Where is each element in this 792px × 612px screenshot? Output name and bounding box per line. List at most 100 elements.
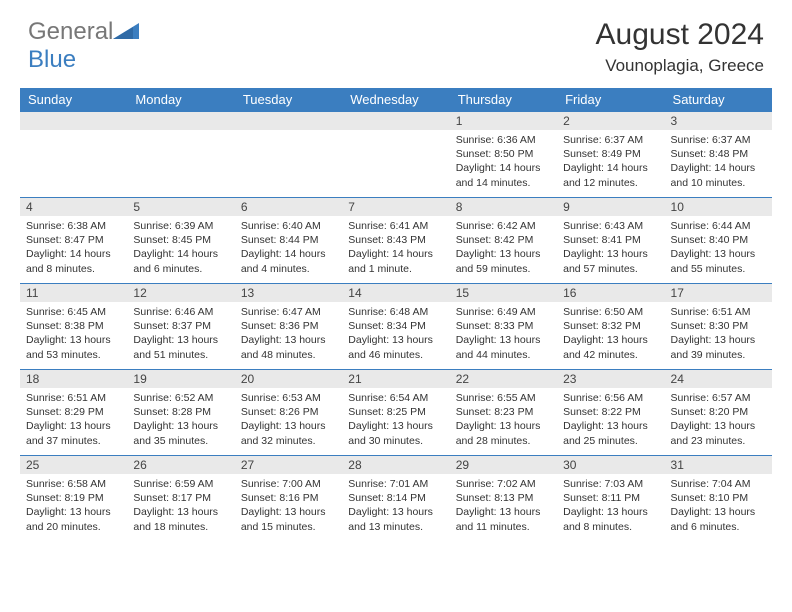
calendar-table: SundayMondayTuesdayWednesdayThursdayFrid… — [20, 88, 772, 542]
day-number: 29 — [450, 456, 557, 474]
calendar-day-cell: 1Sunrise: 6:36 AMSunset: 8:50 PMDaylight… — [450, 112, 557, 198]
day-number-bar — [127, 112, 234, 130]
day-number: 3 — [665, 112, 772, 130]
calendar-day-cell: 19Sunrise: 6:52 AMSunset: 8:28 PMDayligh… — [127, 370, 234, 456]
calendar-day-cell: 22Sunrise: 6:55 AMSunset: 8:23 PMDayligh… — [450, 370, 557, 456]
sunrise-line: Sunrise: 6:51 AM — [26, 391, 121, 405]
daylight-line: Daylight: 13 hours and 35 minutes. — [133, 419, 228, 447]
calendar-day-cell: 25Sunrise: 6:58 AMSunset: 8:19 PMDayligh… — [20, 456, 127, 542]
calendar-day-cell: 24Sunrise: 6:57 AMSunset: 8:20 PMDayligh… — [665, 370, 772, 456]
calendar-day-cell: 13Sunrise: 6:47 AMSunset: 8:36 PMDayligh… — [235, 284, 342, 370]
brand-logo: GeneralBlue — [28, 18, 139, 74]
daylight-line: Daylight: 13 hours and 23 minutes. — [671, 419, 766, 447]
daylight-line: Daylight: 13 hours and 59 minutes. — [456, 247, 551, 275]
sunrise-line: Sunrise: 6:53 AM — [241, 391, 336, 405]
daylight-line: Daylight: 13 hours and 39 minutes. — [671, 333, 766, 361]
daylight-line: Daylight: 14 hours and 8 minutes. — [26, 247, 121, 275]
sunrise-line: Sunrise: 6:54 AM — [348, 391, 443, 405]
day-details: Sunrise: 6:42 AMSunset: 8:42 PMDaylight:… — [450, 216, 557, 281]
sunset-line: Sunset: 8:23 PM — [456, 405, 551, 419]
daylight-line: Daylight: 14 hours and 4 minutes. — [241, 247, 336, 275]
day-details: Sunrise: 6:49 AMSunset: 8:33 PMDaylight:… — [450, 302, 557, 367]
daylight-line: Daylight: 13 hours and 42 minutes. — [563, 333, 658, 361]
sunrise-line: Sunrise: 6:56 AM — [563, 391, 658, 405]
calendar-day-cell: 3Sunrise: 6:37 AMSunset: 8:48 PMDaylight… — [665, 112, 772, 198]
sunset-line: Sunset: 8:44 PM — [241, 233, 336, 247]
day-number: 25 — [20, 456, 127, 474]
day-details: Sunrise: 6:51 AMSunset: 8:30 PMDaylight:… — [665, 302, 772, 367]
day-number: 1 — [450, 112, 557, 130]
sunrise-line: Sunrise: 6:59 AM — [133, 477, 228, 491]
sunset-line: Sunset: 8:45 PM — [133, 233, 228, 247]
daylight-line: Daylight: 13 hours and 30 minutes. — [348, 419, 443, 447]
sunset-line: Sunset: 8:25 PM — [348, 405, 443, 419]
daylight-line: Daylight: 13 hours and 57 minutes. — [563, 247, 658, 275]
day-number: 15 — [450, 284, 557, 302]
calendar-day-cell: 4Sunrise: 6:38 AMSunset: 8:47 PMDaylight… — [20, 198, 127, 284]
sunset-line: Sunset: 8:28 PM — [133, 405, 228, 419]
calendar-day-cell: 31Sunrise: 7:04 AMSunset: 8:10 PMDayligh… — [665, 456, 772, 542]
sunset-line: Sunset: 8:34 PM — [348, 319, 443, 333]
sunset-line: Sunset: 8:38 PM — [26, 319, 121, 333]
daylight-line: Daylight: 13 hours and 18 minutes. — [133, 505, 228, 533]
sunrise-line: Sunrise: 6:48 AM — [348, 305, 443, 319]
calendar-day-cell: 6Sunrise: 6:40 AMSunset: 8:44 PMDaylight… — [235, 198, 342, 284]
day-number: 27 — [235, 456, 342, 474]
sunrise-line: Sunrise: 7:04 AM — [671, 477, 766, 491]
day-details: Sunrise: 6:53 AMSunset: 8:26 PMDaylight:… — [235, 388, 342, 453]
brand-triangle-icon — [113, 18, 139, 46]
day-details: Sunrise: 7:00 AMSunset: 8:16 PMDaylight:… — [235, 474, 342, 539]
sunrise-line: Sunrise: 6:36 AM — [456, 133, 551, 147]
daylight-line: Daylight: 13 hours and 13 minutes. — [348, 505, 443, 533]
daylight-line: Daylight: 13 hours and 25 minutes. — [563, 419, 658, 447]
calendar-day-cell — [20, 112, 127, 198]
calendar-day-cell — [235, 112, 342, 198]
daylight-line: Daylight: 13 hours and 6 minutes. — [671, 505, 766, 533]
sunrise-line: Sunrise: 7:01 AM — [348, 477, 443, 491]
calendar-week-row: 18Sunrise: 6:51 AMSunset: 8:29 PMDayligh… — [20, 370, 772, 456]
sunrise-line: Sunrise: 6:43 AM — [563, 219, 658, 233]
sunset-line: Sunset: 8:20 PM — [671, 405, 766, 419]
day-details: Sunrise: 7:03 AMSunset: 8:11 PMDaylight:… — [557, 474, 664, 539]
sunrise-line: Sunrise: 6:57 AM — [671, 391, 766, 405]
calendar-day-cell: 14Sunrise: 6:48 AMSunset: 8:34 PMDayligh… — [342, 284, 449, 370]
sunset-line: Sunset: 8:30 PM — [671, 319, 766, 333]
daylight-line: Daylight: 14 hours and 14 minutes. — [456, 161, 551, 189]
day-details: Sunrise: 6:43 AMSunset: 8:41 PMDaylight:… — [557, 216, 664, 281]
calendar-week-row: 25Sunrise: 6:58 AMSunset: 8:19 PMDayligh… — [20, 456, 772, 542]
calendar-day-cell: 5Sunrise: 6:39 AMSunset: 8:45 PMDaylight… — [127, 198, 234, 284]
day-number: 26 — [127, 456, 234, 474]
title-block: August 2024 Vounoplagia, Greece — [596, 18, 764, 76]
calendar-day-cell: 9Sunrise: 6:43 AMSunset: 8:41 PMDaylight… — [557, 198, 664, 284]
calendar-day-cell: 16Sunrise: 6:50 AMSunset: 8:32 PMDayligh… — [557, 284, 664, 370]
day-details: Sunrise: 6:36 AMSunset: 8:50 PMDaylight:… — [450, 130, 557, 195]
day-details: Sunrise: 6:38 AMSunset: 8:47 PMDaylight:… — [20, 216, 127, 281]
daylight-line: Daylight: 13 hours and 8 minutes. — [563, 505, 658, 533]
calendar-day-cell: 27Sunrise: 7:00 AMSunset: 8:16 PMDayligh… — [235, 456, 342, 542]
day-number: 14 — [342, 284, 449, 302]
sunset-line: Sunset: 8:43 PM — [348, 233, 443, 247]
sunrise-line: Sunrise: 6:49 AM — [456, 305, 551, 319]
calendar-day-cell: 20Sunrise: 6:53 AMSunset: 8:26 PMDayligh… — [235, 370, 342, 456]
day-details: Sunrise: 6:40 AMSunset: 8:44 PMDaylight:… — [235, 216, 342, 281]
sunset-line: Sunset: 8:32 PM — [563, 319, 658, 333]
sunrise-line: Sunrise: 6:52 AM — [133, 391, 228, 405]
day-number: 31 — [665, 456, 772, 474]
weekday-header: Thursday — [450, 88, 557, 112]
weekday-header: Saturday — [665, 88, 772, 112]
calendar-day-cell: 30Sunrise: 7:03 AMSunset: 8:11 PMDayligh… — [557, 456, 664, 542]
month-title: August 2024 — [596, 18, 764, 52]
calendar-day-cell: 28Sunrise: 7:01 AMSunset: 8:14 PMDayligh… — [342, 456, 449, 542]
sunset-line: Sunset: 8:19 PM — [26, 491, 121, 505]
day-details: Sunrise: 6:46 AMSunset: 8:37 PMDaylight:… — [127, 302, 234, 367]
weekday-header: Tuesday — [235, 88, 342, 112]
calendar-day-cell: 15Sunrise: 6:49 AMSunset: 8:33 PMDayligh… — [450, 284, 557, 370]
sunset-line: Sunset: 8:40 PM — [671, 233, 766, 247]
day-number: 28 — [342, 456, 449, 474]
day-number: 23 — [557, 370, 664, 388]
sunset-line: Sunset: 8:26 PM — [241, 405, 336, 419]
day-number: 16 — [557, 284, 664, 302]
sunset-line: Sunset: 8:42 PM — [456, 233, 551, 247]
sunrise-line: Sunrise: 7:03 AM — [563, 477, 658, 491]
day-number-bar — [235, 112, 342, 130]
